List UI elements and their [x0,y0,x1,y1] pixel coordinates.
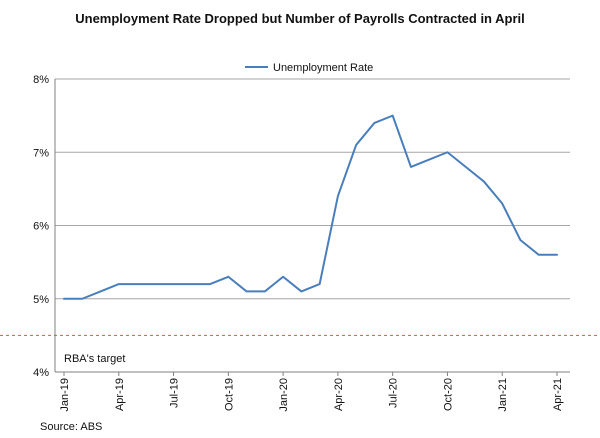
x-tick-label: Jan-19 [59,378,71,412]
axes [54,79,570,376]
x-tick-label: Apr-19 [114,378,126,411]
x-tick-label: Oct-19 [223,378,235,411]
legend-label: Unemployment Rate [273,62,373,74]
x-tick-label: Oct-20 [442,378,454,411]
legend: Unemployment Rate [245,62,373,74]
x-tick-label: Jan-20 [278,378,290,412]
source-note: Source: ABS [40,421,102,433]
chart-title: Unemployment Rate Dropped but Number of … [75,11,525,26]
x-tick-label: Apr-21 [552,378,564,411]
x-tick-label: Jul-20 [388,378,400,408]
series-layer [63,114,558,300]
x-tick-label: Apr-20 [333,378,345,411]
y-tick-label: 7% [33,147,49,159]
y-tick-label: 4% [33,367,49,379]
gridlines [55,78,570,300]
series-line-unemployment-rate [63,114,558,300]
y-tick-label: 8% [33,74,49,86]
y-tick-label: 6% [33,221,49,233]
reference-line-label: RBA's target [64,353,125,365]
y-tick-label: 5% [33,294,49,306]
x-tick-label: Jan-21 [497,378,509,412]
x-tick-label: Jul-19 [169,378,181,408]
axis-labels: 4% 5% 6% 7% 8% Jan-19 Apr-19 Jul-19 Oct-19 Jan-20… [33,74,564,412]
